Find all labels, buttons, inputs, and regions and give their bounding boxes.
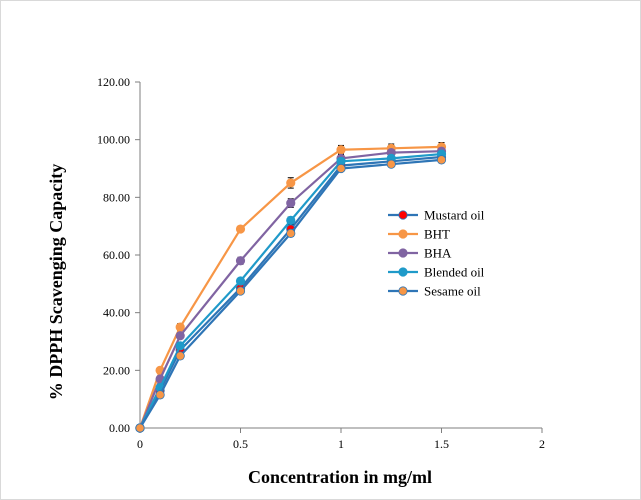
x-axis: 0 0.5 1 1.5 2 (137, 427, 545, 451)
legend-item: BHA (388, 246, 452, 261)
legend-swatch-marker (398, 229, 408, 239)
series-line (139, 158, 442, 429)
legend-swatch-marker (398, 248, 408, 258)
legend-label: BHT (424, 227, 450, 242)
y-tick-label: 120.00 (97, 75, 130, 89)
x-tick-label: 2 (539, 437, 545, 451)
data-point (286, 215, 296, 225)
data-point (175, 341, 185, 351)
y-tick-label: 80.00 (103, 190, 130, 204)
x-tick-label: 0 (137, 437, 143, 451)
y-axis-title: % DPPH Scavenging Capacity (46, 164, 66, 401)
legend-label: BHA (424, 246, 452, 261)
data-point (286, 198, 296, 208)
y-axis: 0.00 20.00 40.00 60.00 80.00 100.00 120.00 (97, 75, 141, 435)
legend-label: Mustard oil (424, 208, 485, 223)
legend-label: Sesame oil (424, 284, 481, 299)
data-point (235, 224, 246, 234)
legend-label: Blended oil (424, 265, 485, 280)
data-point (386, 159, 396, 169)
x-tick-label: 0.5 (233, 437, 248, 451)
data-point (336, 163, 346, 174)
data-point (286, 178, 296, 188)
series-layer (135, 142, 447, 433)
x-axis-title: Concentration in mg/ml (248, 467, 432, 487)
data-point (135, 423, 145, 433)
y-tick-label: 60.00 (103, 248, 130, 262)
series-line (139, 155, 442, 429)
data-point (175, 331, 185, 341)
series-sesame-oil (135, 155, 447, 433)
y-tick-label: 40.00 (103, 306, 130, 320)
data-point (235, 276, 246, 286)
series-line (138, 145, 442, 429)
legend-item: BHT (388, 227, 450, 242)
data-point (336, 145, 346, 155)
data-point (235, 256, 246, 266)
y-tick-label: 0.00 (109, 421, 130, 435)
data-point (175, 322, 185, 332)
series-line (138, 150, 442, 429)
x-tick-label: 1.5 (434, 437, 449, 451)
series-line (139, 152, 442, 429)
legend: Mustard oil BHT BHA Blended oil Sesame oil (388, 208, 485, 299)
data-point (155, 390, 165, 400)
legend-item: Blended oil (388, 265, 485, 280)
x-tick-label: 1 (338, 437, 344, 451)
series-bht (135, 142, 447, 433)
data-point (235, 286, 246, 296)
data-point (286, 228, 296, 238)
y-tick-label: 100.00 (97, 133, 130, 147)
data-point (175, 351, 185, 361)
legend-swatch-marker (398, 210, 408, 220)
legend-item: Mustard oil (388, 208, 485, 223)
legend-swatch-marker (398, 286, 408, 296)
data-point (436, 155, 447, 165)
legend-item: Sesame oil (388, 284, 481, 299)
y-tick-label: 20.00 (103, 363, 130, 377)
legend-swatch-marker (398, 267, 408, 277)
